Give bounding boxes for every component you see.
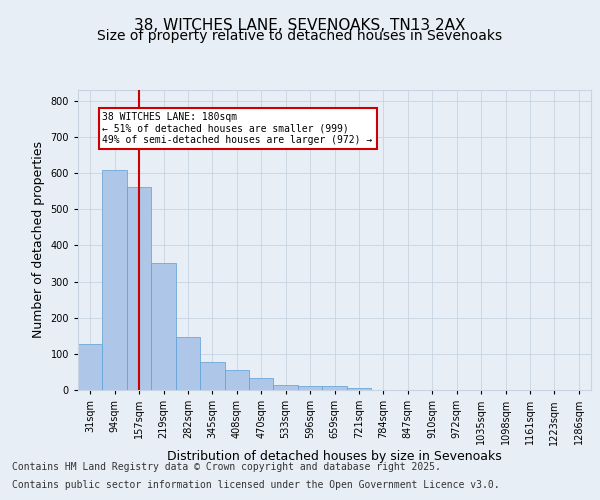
Bar bbox=[224, 370, 249, 390]
Bar bbox=[103, 170, 127, 390]
Bar bbox=[151, 263, 176, 390]
Bar bbox=[298, 386, 322, 390]
Bar bbox=[322, 386, 347, 390]
Bar bbox=[176, 336, 200, 390]
Text: 38 WITCHES LANE: 180sqm
← 51% of detached houses are smaller (999)
49% of semi-d: 38 WITCHES LANE: 180sqm ← 51% of detache… bbox=[103, 112, 373, 145]
Bar bbox=[78, 344, 103, 390]
Y-axis label: Number of detached properties: Number of detached properties bbox=[32, 142, 45, 338]
Text: Size of property relative to detached houses in Sevenoaks: Size of property relative to detached ho… bbox=[97, 29, 503, 43]
Text: 38, WITCHES LANE, SEVENOAKS, TN13 2AX: 38, WITCHES LANE, SEVENOAKS, TN13 2AX bbox=[134, 18, 466, 32]
Bar bbox=[274, 385, 298, 390]
Bar bbox=[127, 187, 151, 390]
Bar bbox=[249, 378, 274, 390]
X-axis label: Distribution of detached houses by size in Sevenoaks: Distribution of detached houses by size … bbox=[167, 450, 502, 463]
Text: Contains public sector information licensed under the Open Government Licence v3: Contains public sector information licen… bbox=[12, 480, 500, 490]
Bar bbox=[347, 388, 371, 390]
Bar bbox=[200, 362, 224, 390]
Text: Contains HM Land Registry data © Crown copyright and database right 2025.: Contains HM Land Registry data © Crown c… bbox=[12, 462, 441, 472]
